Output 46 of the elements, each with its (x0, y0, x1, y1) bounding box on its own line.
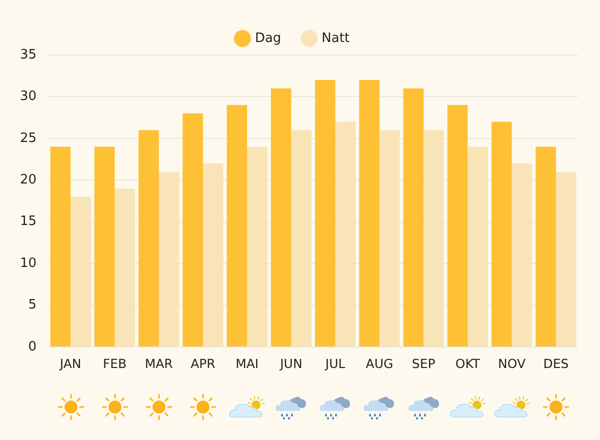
bar (492, 122, 512, 346)
bar (512, 163, 532, 346)
y-tick-label: 15 (20, 214, 37, 230)
x-tick-label: JUL (324, 356, 346, 371)
bar (202, 163, 224, 346)
bar (70, 196, 91, 346)
y-tick-label: 25 (20, 130, 37, 146)
bar (379, 130, 400, 346)
y-tick-label: 30 (20, 89, 37, 104)
x-tick-label: NOV (498, 356, 526, 371)
bar (114, 188, 136, 346)
y-tick-label: 20 (20, 172, 37, 188)
y-tick-label: 0 (28, 339, 37, 354)
x-tick-label: APR (190, 356, 216, 371)
bar (226, 105, 248, 346)
bar (138, 130, 159, 346)
bar (468, 146, 488, 346)
bar (536, 146, 556, 346)
bar (291, 130, 312, 346)
x-tick-label: FEB (102, 356, 127, 371)
bar (158, 172, 180, 346)
x-tick-label: OKT (455, 356, 480, 371)
bar (335, 122, 356, 346)
bar (94, 146, 115, 346)
y-tick-label: 35 (20, 47, 37, 62)
x-tick-label: DES (543, 356, 569, 371)
bar (270, 88, 292, 346)
bar (556, 172, 576, 346)
bar (359, 80, 380, 346)
x-tick-label: JUN (279, 356, 302, 371)
bar (50, 146, 71, 346)
bar (403, 88, 424, 346)
bar (424, 130, 444, 346)
x-tick-label: MAR (144, 356, 174, 371)
x-tick-label: AUG (366, 356, 394, 371)
y-tick-label: 5 (28, 298, 37, 313)
x-tick-label: SEP (412, 356, 436, 371)
y-tick-label: 10 (20, 256, 37, 271)
bar (182, 113, 203, 346)
bar (447, 105, 468, 346)
legend-label: Dag (254, 30, 282, 46)
x-tick-label: JAN (58, 356, 82, 371)
bar (247, 146, 268, 346)
legend-label: Natt (322, 30, 350, 46)
x-tick-label: MAI (236, 356, 259, 371)
bar (315, 80, 336, 346)
